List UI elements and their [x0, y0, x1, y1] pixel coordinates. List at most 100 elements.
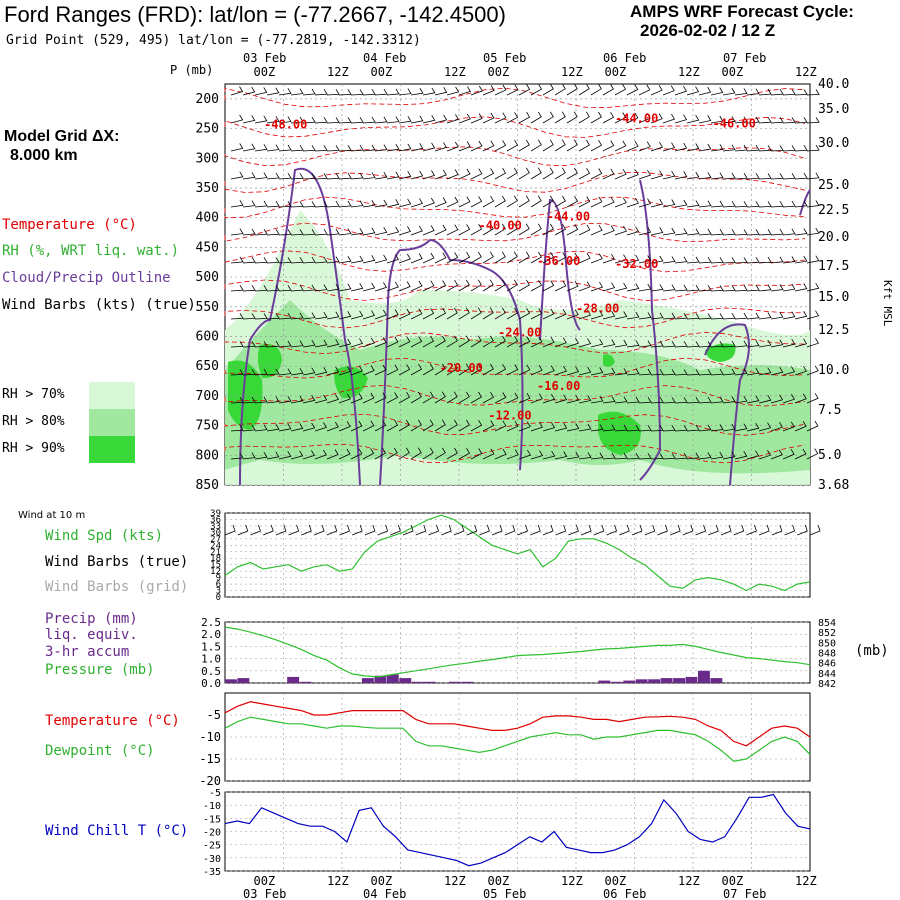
wind-barb [698, 452, 712, 460]
wind-barb [494, 392, 507, 404]
rh-shading-4 [334, 366, 368, 399]
wind-barb [266, 257, 280, 264]
wind-barb [602, 253, 615, 264]
wind-barb [506, 449, 519, 460]
height-tick-4: 22.5 [818, 203, 849, 218]
temperature-label-4: -40.00 [479, 219, 522, 233]
wind-barb [470, 419, 483, 432]
wind-barb [506, 112, 519, 124]
wind-barb [782, 256, 796, 264]
wind-barb [242, 341, 256, 348]
wind-barb [494, 307, 506, 320]
wind-barb [410, 225, 423, 236]
wind-barb [386, 199, 400, 208]
wind-barb [566, 423, 580, 432]
wind-barb [470, 335, 482, 348]
bottom-time-tick-7: 12Z [678, 874, 700, 888]
wind-barb [734, 144, 748, 152]
label-wind-chill: Wind Chill T (°C) [45, 823, 189, 839]
wind-barb [350, 310, 364, 320]
wind-barb [686, 369, 700, 376]
wind-barb [698, 200, 712, 208]
cross-section-panel [224, 83, 820, 486]
wind-barb [242, 256, 256, 264]
surface-barb-true [441, 524, 452, 536]
temp-frame [224, 692, 811, 782]
wind-barb [806, 337, 819, 348]
wind-barb [710, 200, 724, 208]
wind-barb [722, 340, 736, 348]
wind-barb [686, 424, 700, 432]
wind-barb [362, 448, 375, 460]
wind-barb [314, 339, 328, 348]
wind-barb [494, 112, 507, 124]
label-dewpoint: Dewpoint (°C) [45, 743, 155, 759]
wind-barb [518, 336, 531, 348]
wind-barb [278, 340, 292, 348]
wind-barb [290, 201, 304, 208]
precip-bar [698, 670, 710, 683]
wind-barb [662, 256, 676, 264]
wind-barb [350, 283, 364, 292]
pressure-axis-label: P (mb) [170, 63, 213, 77]
wind-barb [686, 200, 700, 208]
wind-barb [662, 85, 675, 96]
legend-wind-barbs: Wind Barbs (kts) (true) [2, 297, 196, 313]
wind-barb [386, 364, 399, 376]
wind-barb [410, 198, 424, 208]
wind-barb [518, 364, 531, 376]
wind-barb [506, 251, 518, 264]
label-pressure-units: (mb) [855, 643, 889, 659]
surface-barb-true [758, 524, 770, 536]
wind-barb [350, 255, 364, 264]
pressure-tick-846: 846 [818, 659, 836, 670]
wind-barb [386, 143, 400, 152]
precip-bar [225, 679, 237, 683]
wind-barb [410, 336, 423, 348]
wind-barb [614, 168, 627, 180]
rh-shading-5 [598, 411, 641, 455]
temperature-label-8: -24.00 [498, 325, 541, 339]
wind-barb [326, 89, 340, 96]
wind-barb [554, 195, 566, 208]
wind-barb [338, 117, 352, 124]
wind-barb [470, 223, 483, 236]
wind-tick-3: 3 [216, 587, 221, 597]
wind-barb [758, 173, 772, 180]
wind-barb [398, 447, 410, 460]
height-tick-9: 10.0 [818, 363, 849, 378]
wind-barb [578, 309, 591, 320]
wind-barb [374, 337, 387, 348]
wind-barb [422, 280, 435, 292]
wind-barb [698, 228, 712, 236]
height-tick-6: 17.5 [818, 259, 849, 274]
wind-barb [602, 168, 615, 180]
wind-barb [302, 312, 316, 320]
wind-barb [242, 115, 256, 124]
wind-barb [566, 83, 578, 96]
isotherm-4 [224, 196, 806, 219]
model-grid-label: Model Grid ΔX: 8.000 km [4, 127, 120, 165]
wind-barb [470, 391, 482, 404]
wind-barb [494, 167, 507, 180]
wind-barb [650, 255, 664, 264]
surface-barb-true [517, 524, 528, 536]
wind-barb [374, 309, 387, 320]
wind-barb [314, 228, 328, 236]
wind-barb [398, 171, 412, 180]
pressure-tick-848: 848 [818, 649, 836, 660]
wind-barb [458, 224, 471, 236]
surface-barb-true [377, 524, 389, 536]
pressure-tick-250: 250 [196, 122, 219, 137]
wind-barb [398, 226, 412, 236]
wind-barb [458, 141, 471, 152]
wind-barb [518, 421, 531, 432]
wind-barb [554, 83, 566, 96]
wind-barb [590, 395, 604, 404]
wind-barb [434, 224, 447, 236]
wind-barb [734, 201, 748, 208]
rh-shading-6 [603, 354, 615, 367]
wind-barb [554, 337, 567, 348]
wind-barb [782, 283, 796, 292]
wind-barb [626, 254, 640, 264]
